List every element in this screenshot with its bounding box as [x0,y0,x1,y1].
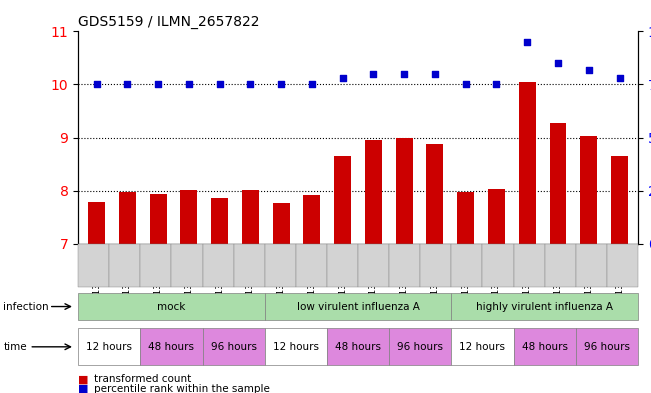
Text: GDS5159 / ILMN_2657822: GDS5159 / ILMN_2657822 [78,15,260,29]
Text: 12 hours: 12 hours [460,342,505,352]
Bar [150,194,167,244]
Text: 48 hours: 48 hours [148,342,195,352]
Bar [211,198,228,244]
Text: ■: ■ [78,374,89,384]
Bar [334,156,351,244]
Text: time: time [3,342,27,352]
Point [553,60,563,66]
Bar [273,203,290,244]
Bar [519,82,536,244]
Text: low virulent influenza A: low virulent influenza A [297,301,419,312]
Point [522,39,533,45]
Point [153,81,163,88]
Bar [119,192,136,244]
Text: 48 hours: 48 hours [521,342,568,352]
Bar [457,192,474,244]
Bar [580,136,597,244]
Bar [242,190,259,244]
Text: 12 hours: 12 hours [273,342,319,352]
Bar [549,123,566,244]
Text: highly virulent influenza A: highly virulent influenza A [476,301,613,312]
Point [91,81,102,88]
Bar [488,189,505,244]
Text: 96 hours: 96 hours [584,342,630,352]
Point [368,71,379,77]
Bar [396,138,413,244]
Text: ■: ■ [78,384,89,393]
Text: 12 hours: 12 hours [86,342,132,352]
Point [122,81,133,88]
Bar [365,140,382,244]
Point [430,71,440,77]
Bar [180,189,197,244]
Bar [611,156,628,244]
Point [214,81,225,88]
Point [460,81,471,88]
Bar [88,202,105,244]
Bar [426,145,443,244]
Text: infection: infection [3,301,49,312]
Bar [303,195,320,244]
Text: 96 hours: 96 hours [211,342,256,352]
Point [245,81,256,88]
Point [615,75,625,81]
Text: transformed count: transformed count [94,374,191,384]
Text: mock: mock [158,301,186,312]
Point [583,66,594,73]
Text: percentile rank within the sample: percentile rank within the sample [94,384,270,393]
Text: 96 hours: 96 hours [397,342,443,352]
Point [492,81,502,88]
Point [307,81,317,88]
Point [276,81,286,88]
Point [337,75,348,81]
Text: 48 hours: 48 hours [335,342,381,352]
Point [184,81,194,88]
Point [399,71,409,77]
